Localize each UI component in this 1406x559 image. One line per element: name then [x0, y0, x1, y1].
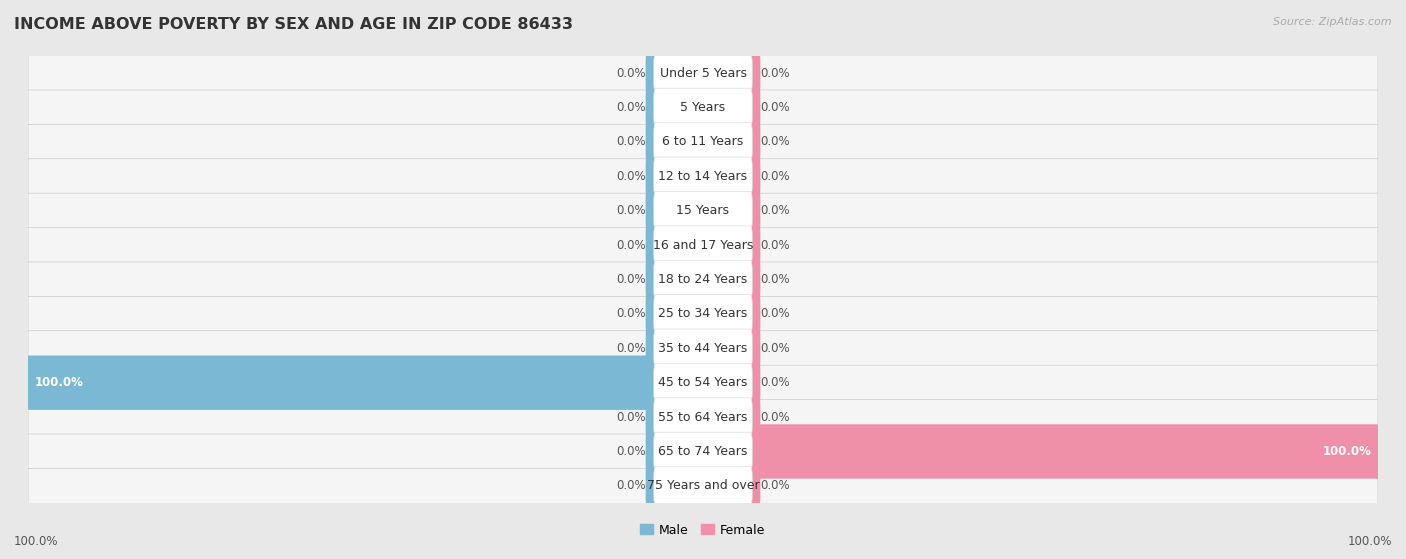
- Text: 0.0%: 0.0%: [761, 239, 790, 252]
- FancyBboxPatch shape: [28, 331, 1378, 366]
- FancyBboxPatch shape: [700, 356, 761, 410]
- FancyBboxPatch shape: [645, 321, 706, 376]
- FancyBboxPatch shape: [700, 287, 761, 341]
- FancyBboxPatch shape: [645, 115, 706, 169]
- Text: 0.0%: 0.0%: [616, 170, 645, 183]
- FancyBboxPatch shape: [28, 159, 1378, 194]
- Text: 0.0%: 0.0%: [761, 67, 790, 79]
- FancyBboxPatch shape: [700, 459, 761, 513]
- FancyBboxPatch shape: [700, 218, 761, 272]
- FancyBboxPatch shape: [645, 80, 706, 135]
- Text: 100.0%: 100.0%: [1347, 535, 1392, 548]
- FancyBboxPatch shape: [654, 398, 752, 437]
- Text: 0.0%: 0.0%: [616, 135, 645, 148]
- Legend: Male, Female: Male, Female: [636, 519, 770, 542]
- Text: 12 to 14 Years: 12 to 14 Years: [658, 170, 748, 183]
- FancyBboxPatch shape: [654, 157, 752, 196]
- Text: 0.0%: 0.0%: [616, 342, 645, 355]
- Text: 100.0%: 100.0%: [1322, 445, 1371, 458]
- FancyBboxPatch shape: [700, 115, 761, 169]
- FancyBboxPatch shape: [654, 432, 752, 471]
- FancyBboxPatch shape: [28, 468, 1378, 504]
- FancyBboxPatch shape: [645, 46, 706, 100]
- Text: 0.0%: 0.0%: [616, 411, 645, 424]
- FancyBboxPatch shape: [700, 321, 761, 376]
- Text: 100.0%: 100.0%: [35, 376, 84, 389]
- Text: 0.0%: 0.0%: [761, 273, 790, 286]
- Text: 35 to 44 Years: 35 to 44 Years: [658, 342, 748, 355]
- Text: 45 to 54 Years: 45 to 54 Years: [658, 376, 748, 389]
- FancyBboxPatch shape: [654, 329, 752, 368]
- FancyBboxPatch shape: [28, 193, 1378, 228]
- FancyBboxPatch shape: [700, 80, 761, 135]
- Text: 18 to 24 Years: 18 to 24 Years: [658, 273, 748, 286]
- FancyBboxPatch shape: [654, 260, 752, 299]
- FancyBboxPatch shape: [654, 88, 752, 127]
- FancyBboxPatch shape: [700, 183, 761, 238]
- Text: 0.0%: 0.0%: [616, 480, 645, 492]
- FancyBboxPatch shape: [28, 124, 1378, 159]
- FancyBboxPatch shape: [645, 252, 706, 307]
- FancyBboxPatch shape: [700, 46, 761, 100]
- FancyBboxPatch shape: [654, 54, 752, 92]
- FancyBboxPatch shape: [28, 228, 1378, 263]
- Text: 0.0%: 0.0%: [616, 101, 645, 114]
- Text: 75 Years and over: 75 Years and over: [647, 480, 759, 492]
- FancyBboxPatch shape: [654, 226, 752, 264]
- Text: 0.0%: 0.0%: [761, 101, 790, 114]
- FancyBboxPatch shape: [645, 459, 706, 513]
- Text: 65 to 74 Years: 65 to 74 Years: [658, 445, 748, 458]
- Text: 0.0%: 0.0%: [761, 411, 790, 424]
- FancyBboxPatch shape: [28, 434, 1378, 469]
- FancyBboxPatch shape: [28, 262, 1378, 297]
- Text: 0.0%: 0.0%: [616, 239, 645, 252]
- Text: 0.0%: 0.0%: [761, 204, 790, 217]
- Text: 0.0%: 0.0%: [616, 307, 645, 320]
- Text: 0.0%: 0.0%: [616, 273, 645, 286]
- FancyBboxPatch shape: [654, 363, 752, 402]
- Text: 55 to 64 Years: 55 to 64 Years: [658, 411, 748, 424]
- Text: 0.0%: 0.0%: [761, 376, 790, 389]
- Text: 16 and 17 Years: 16 and 17 Years: [652, 239, 754, 252]
- Text: Source: ZipAtlas.com: Source: ZipAtlas.com: [1274, 17, 1392, 27]
- Text: 15 Years: 15 Years: [676, 204, 730, 217]
- FancyBboxPatch shape: [700, 390, 761, 444]
- Text: 0.0%: 0.0%: [616, 204, 645, 217]
- Text: 0.0%: 0.0%: [761, 342, 790, 355]
- Text: 0.0%: 0.0%: [616, 445, 645, 458]
- Text: Under 5 Years: Under 5 Years: [659, 67, 747, 79]
- Text: INCOME ABOVE POVERTY BY SEX AND AGE IN ZIP CODE 86433: INCOME ABOVE POVERTY BY SEX AND AGE IN Z…: [14, 17, 574, 32]
- FancyBboxPatch shape: [25, 356, 706, 410]
- FancyBboxPatch shape: [645, 183, 706, 238]
- FancyBboxPatch shape: [654, 191, 752, 230]
- Text: 6 to 11 Years: 6 to 11 Years: [662, 135, 744, 148]
- Text: 0.0%: 0.0%: [761, 135, 790, 148]
- Text: 0.0%: 0.0%: [616, 67, 645, 79]
- FancyBboxPatch shape: [28, 296, 1378, 331]
- FancyBboxPatch shape: [654, 122, 752, 161]
- Text: 25 to 34 Years: 25 to 34 Years: [658, 307, 748, 320]
- Text: 0.0%: 0.0%: [761, 170, 790, 183]
- FancyBboxPatch shape: [700, 149, 761, 203]
- Text: 5 Years: 5 Years: [681, 101, 725, 114]
- Text: 0.0%: 0.0%: [761, 307, 790, 320]
- FancyBboxPatch shape: [654, 295, 752, 333]
- FancyBboxPatch shape: [28, 400, 1378, 435]
- FancyBboxPatch shape: [28, 55, 1378, 91]
- FancyBboxPatch shape: [645, 287, 706, 341]
- FancyBboxPatch shape: [645, 424, 706, 479]
- FancyBboxPatch shape: [645, 149, 706, 203]
- Text: 100.0%: 100.0%: [14, 535, 59, 548]
- FancyBboxPatch shape: [645, 218, 706, 272]
- Text: 0.0%: 0.0%: [761, 480, 790, 492]
- FancyBboxPatch shape: [28, 365, 1378, 400]
- FancyBboxPatch shape: [654, 467, 752, 505]
- FancyBboxPatch shape: [700, 252, 761, 307]
- FancyBboxPatch shape: [700, 424, 1381, 479]
- FancyBboxPatch shape: [645, 390, 706, 444]
- FancyBboxPatch shape: [28, 90, 1378, 125]
